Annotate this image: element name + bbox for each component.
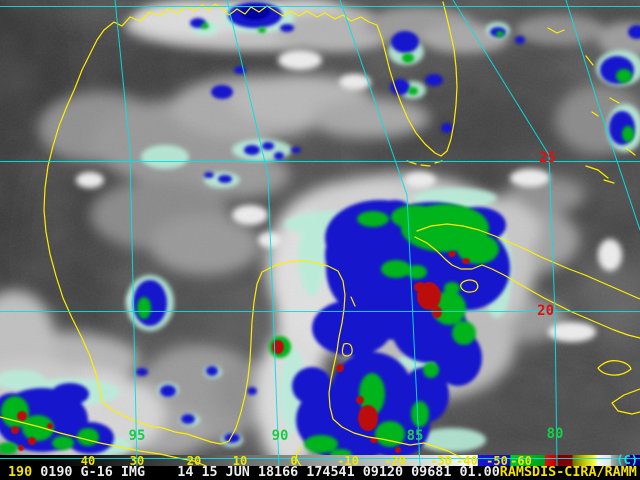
coast-jamaica bbox=[597, 360, 632, 376]
colorbar-tick: -30 bbox=[430, 454, 452, 466]
colorbar-tick: -60 bbox=[510, 454, 532, 466]
meridian-80w bbox=[452, 0, 558, 466]
longitude-label-80: 80 bbox=[547, 426, 564, 442]
colorbar-tick: -40 bbox=[456, 454, 478, 466]
colorbar bbox=[0, 455, 640, 466]
satellite-image: 25 20 95 90 85 80 40 30 20 10 0 -10 -20 … bbox=[0, 0, 640, 466]
meridian-95w bbox=[114, 0, 138, 466]
status-main-text: 0190 G-16 IMG 14 15 JUN 18166 174541 091… bbox=[32, 465, 500, 480]
coast-bahamas bbox=[547, 27, 636, 184]
longitude-label-90: 90 bbox=[272, 428, 289, 444]
coast-florida bbox=[376, 1, 458, 157]
latitude-label-25: 25 bbox=[539, 150, 556, 166]
meridian-90w bbox=[226, 0, 280, 466]
colorbar-tick: -50 bbox=[486, 454, 508, 466]
colorbar-tick: -10 bbox=[337, 454, 359, 466]
coast-cozumel bbox=[350, 296, 356, 307]
colorbar-tick: 30 bbox=[130, 454, 144, 466]
coast-isle-of-youth bbox=[460, 279, 479, 293]
meridian-75w bbox=[565, 0, 640, 231]
coast-mexico-gulf bbox=[43, 29, 230, 445]
coast-guatemala bbox=[295, 446, 302, 466]
colorbar-ticks: 40 30 20 10 0 -10 -20 -30 -40 -50 -60 (C… bbox=[81, 453, 638, 466]
colorbar-tick: 0 bbox=[290, 454, 297, 466]
cold-tops-red bbox=[11, 251, 470, 453]
colorbar-tick: 10 bbox=[233, 454, 247, 466]
coast-cuba-south bbox=[414, 236, 640, 339]
colorbar-tick: 20 bbox=[187, 454, 201, 466]
colorbar-tick: 40 bbox=[81, 454, 95, 466]
longitude-label-95: 95 bbox=[129, 428, 146, 444]
status-station-id: 190 bbox=[8, 465, 33, 480]
longitude-label-85: 85 bbox=[407, 428, 424, 444]
colorbar-tick: -20 bbox=[384, 454, 406, 466]
latitude-label-20: 20 bbox=[537, 303, 554, 319]
map-labels: 25 20 95 90 85 80 bbox=[129, 150, 564, 444]
coast-cuba-north bbox=[416, 223, 640, 300]
coast-yucatan bbox=[228, 260, 467, 463]
coast-us-gulf bbox=[103, 3, 378, 31]
latlon-grid bbox=[0, 0, 640, 466]
cold-tops-green bbox=[0, 23, 634, 461]
meridian-85w bbox=[339, 0, 421, 466]
coast-haiti bbox=[611, 388, 640, 415]
status-credit: RAMSDIS-CIRA/RAMM bbox=[499, 465, 637, 480]
coast-lagoon bbox=[341, 342, 353, 357]
colorbar-unit-label: (C) bbox=[616, 453, 638, 466]
status-bar: 190 0190 G-16 IMG 14 15 JUN 18166 174541… bbox=[0, 466, 640, 480]
